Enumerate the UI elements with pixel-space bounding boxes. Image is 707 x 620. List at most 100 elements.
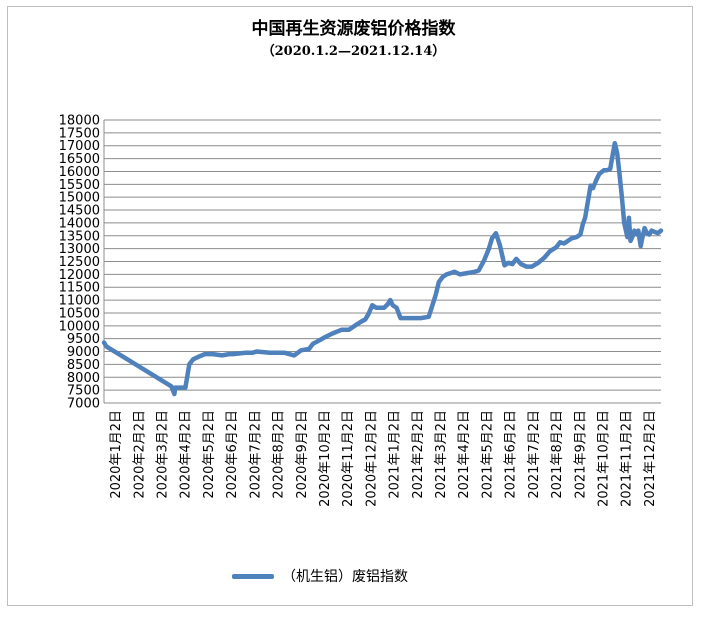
- data-point: [566, 239, 570, 243]
- legend-label: （机生铝）废铝指数: [282, 569, 408, 585]
- data-point: [268, 351, 272, 355]
- data-point: [608, 167, 612, 171]
- data-point: [625, 235, 630, 239]
- data-point: [330, 331, 334, 336]
- x-tick-label: 2020年5月2日: [202, 410, 217, 499]
- series-group: [101, 140, 664, 397]
- x-tick-label: 2021年8月2日: [550, 410, 565, 499]
- data-point: [347, 328, 351, 332]
- y-tick-label: 13000: [59, 242, 100, 257]
- y-tick-label: 17500: [59, 126, 100, 141]
- x-tick-label: 2020年3月2日: [156, 410, 171, 499]
- data-point: [251, 351, 255, 355]
- data-point: [510, 262, 514, 266]
- y-tick-label: 10500: [59, 306, 100, 321]
- y-tick-label: 14500: [59, 204, 100, 219]
- data-point: [659, 229, 663, 233]
- data-point: [473, 270, 477, 274]
- data-point: [620, 195, 624, 199]
- data-point: [656, 231, 660, 235]
- data-point: [102, 340, 106, 345]
- data-point: [591, 186, 595, 190]
- data-point: [490, 236, 494, 240]
- data-point: [570, 236, 574, 240]
- data-point: [175, 386, 180, 390]
- data-point: [211, 352, 215, 356]
- data-point: [558, 240, 562, 244]
- y-tick-label: 10000: [59, 319, 100, 334]
- data-point: [413, 316, 417, 320]
- data-point: [494, 231, 498, 235]
- data-point: [427, 315, 431, 319]
- data-point: [231, 352, 235, 356]
- chart-title: 中国再生资源废铝价格指数: [251, 19, 456, 39]
- data-point: [536, 261, 540, 265]
- x-tick-label: 2020年10月2日: [318, 410, 333, 507]
- data-point: [434, 293, 438, 297]
- data-point: [482, 258, 486, 262]
- data-point: [275, 351, 279, 355]
- data-point: [292, 353, 296, 357]
- y-tick-label: 11500: [59, 281, 100, 296]
- y-tick-label: 11000: [59, 294, 100, 309]
- data-point: [502, 263, 507, 267]
- x-tick-label: 2020年4月2日: [179, 410, 194, 499]
- data-point: [617, 172, 622, 176]
- x-tick-label: 2021年3月2日: [434, 410, 449, 499]
- y-tick-label: 9000: [67, 345, 100, 360]
- data-point: [586, 198, 590, 202]
- gridlines: [104, 119, 661, 404]
- x-tick-label: 2021年5月2日: [480, 410, 495, 499]
- data-point: [636, 229, 640, 233]
- data-point: [554, 245, 558, 249]
- data-point: [445, 272, 449, 276]
- x-tick-label: 2020年1月2日: [109, 410, 124, 499]
- y-tick-label: 15000: [59, 191, 100, 206]
- x-axis-tick-labels: 2020年1月2日 2020年2月2日 2020年3月2日 2020年4月2日 2020…: [109, 410, 658, 507]
- data-point: [374, 306, 378, 310]
- x-tick-label: 2020年12月2日: [364, 410, 379, 507]
- data-point: [465, 271, 469, 275]
- data-point: [524, 265, 529, 269]
- y-tick-label: 7500: [67, 384, 100, 399]
- data-point: [197, 355, 201, 359]
- data-point: [519, 262, 523, 266]
- data-point: [458, 272, 462, 276]
- data-point: [382, 306, 386, 310]
- data-point: [449, 271, 453, 275]
- data-point: [583, 216, 587, 220]
- y-tick-label: 18000: [59, 114, 100, 129]
- data-point: [613, 141, 617, 145]
- data-point: [635, 232, 639, 237]
- x-tick-label: 2021年12月2日: [643, 410, 658, 507]
- data-point: [191, 357, 195, 361]
- data-point: [395, 306, 399, 310]
- data-point: [173, 386, 177, 390]
- data-point: [207, 352, 211, 356]
- data-point: [643, 226, 647, 230]
- data-point: [542, 256, 547, 260]
- y-tick-label: 17000: [59, 139, 100, 154]
- data-point: [437, 280, 441, 284]
- x-tick-label: 2021年6月2日: [504, 410, 519, 499]
- x-tick-label: 2020年8月2日: [272, 410, 287, 499]
- data-point: [220, 353, 224, 357]
- y-tick-label: 13500: [59, 229, 100, 244]
- x-tick-label: 2020年11月2日: [341, 410, 356, 507]
- data-point: [187, 362, 191, 366]
- data-point: [283, 351, 287, 355]
- data-point: [363, 317, 367, 321]
- data-point: [530, 265, 534, 269]
- y-tick-label: 16500: [59, 152, 100, 167]
- y-tick-label: 12000: [59, 268, 100, 283]
- data-point: [388, 298, 392, 302]
- data-point: [640, 236, 644, 240]
- data-point: [627, 216, 631, 220]
- y-tick-label: 8000: [67, 371, 100, 386]
- data-point: [370, 303, 374, 307]
- legend-swatch: [232, 573, 274, 579]
- legend: （机生铝）废铝指数: [232, 565, 408, 587]
- y-tick-label: 8500: [67, 358, 100, 373]
- data-point: [441, 275, 445, 279]
